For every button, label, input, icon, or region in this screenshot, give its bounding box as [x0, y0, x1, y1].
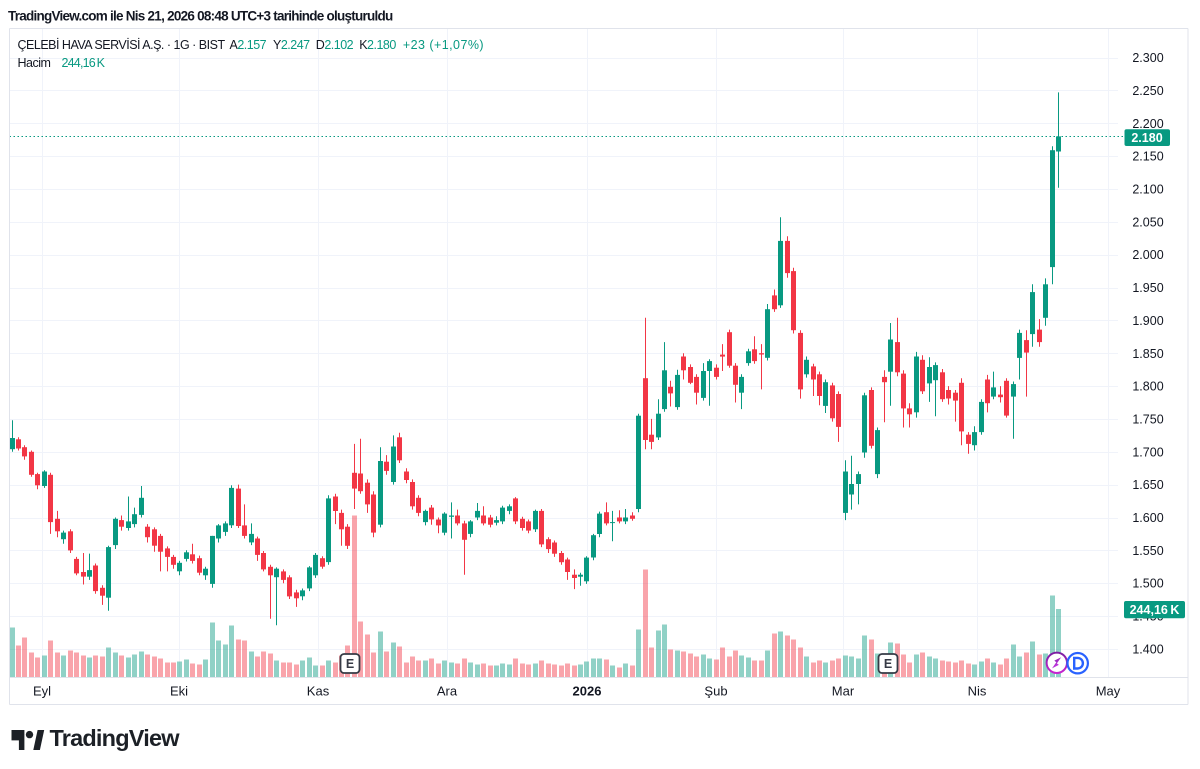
svg-text:TradingView: TradingView	[50, 725, 181, 751]
svg-text:TradingView.com ile Nis 21, 20: TradingView.com ile Nis 21, 2026 08:48 U…	[8, 9, 393, 24]
svg-text:May: May	[1096, 684, 1121, 699]
svg-text:2026: 2026	[573, 684, 602, 699]
svg-text:1.800: 1.800	[1132, 380, 1163, 394]
svg-text:1.750: 1.750	[1132, 412, 1163, 426]
svg-text:E: E	[884, 657, 892, 671]
svg-text:Eyl: Eyl	[33, 684, 51, 699]
svg-text:1.400: 1.400	[1132, 642, 1163, 656]
svg-text:E: E	[346, 657, 354, 671]
svg-text:Nis: Nis	[968, 684, 987, 699]
svg-text:Eki: Eki	[170, 684, 188, 699]
svg-text:1.650: 1.650	[1132, 478, 1163, 492]
svg-text:Şub: Şub	[704, 684, 727, 699]
svg-text:1.700: 1.700	[1132, 445, 1163, 459]
svg-text:244,16 K: 244,16 K	[1130, 603, 1180, 617]
svg-text:ÇELEBİ HAVA SERVİSİ A.Ş. · 1G: ÇELEBİ HAVA SERVİSİ A.Ş. · 1G · BIST A2.1…	[18, 38, 485, 52]
svg-text:Mar: Mar	[832, 684, 855, 699]
svg-text:1.900: 1.900	[1132, 314, 1163, 328]
svg-text:2.200: 2.200	[1132, 117, 1163, 131]
svg-text:1.600: 1.600	[1132, 511, 1163, 525]
svg-text:2.250: 2.250	[1132, 84, 1163, 98]
svg-text:Ara: Ara	[437, 684, 458, 699]
svg-text:1.500: 1.500	[1132, 577, 1163, 591]
svg-text:2.180: 2.180	[1131, 131, 1162, 145]
svg-text:2.000: 2.000	[1132, 248, 1163, 262]
svg-text:Kas: Kas	[307, 684, 330, 699]
svg-text:2.300: 2.300	[1132, 51, 1163, 65]
svg-text:1.550: 1.550	[1132, 544, 1163, 558]
svg-text:2.100: 2.100	[1132, 183, 1163, 197]
svg-text:1.950: 1.950	[1132, 281, 1163, 295]
svg-text:2.050: 2.050	[1132, 215, 1163, 229]
svg-text:1.850: 1.850	[1132, 347, 1163, 361]
svg-text:2.150: 2.150	[1132, 150, 1163, 164]
